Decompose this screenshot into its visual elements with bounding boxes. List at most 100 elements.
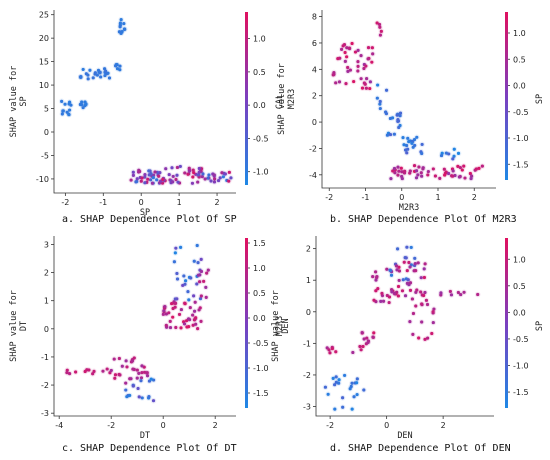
y-tick-label: -3 (41, 409, 49, 418)
y-tick-label: 6 (312, 39, 317, 48)
colorbar-tick-label: 1.0 (513, 255, 526, 264)
data-point (476, 292, 480, 297)
data-point (160, 181, 165, 185)
data-point (422, 293, 426, 298)
data-point (140, 396, 144, 400)
data-point (182, 274, 186, 278)
data-point (419, 290, 423, 294)
data-point (362, 81, 366, 85)
data-point (412, 164, 417, 168)
data-point (161, 177, 165, 181)
data-point (187, 169, 192, 173)
data-point (424, 298, 429, 302)
points-b (330, 20, 486, 182)
data-point (422, 267, 426, 271)
data-point (190, 181, 195, 185)
data-point (452, 154, 456, 158)
data-point (393, 292, 397, 296)
data-point (88, 68, 92, 72)
data-point (414, 304, 418, 308)
data-point (197, 170, 201, 174)
y-tick-label: 1 (306, 276, 311, 285)
data-point (423, 262, 427, 266)
y-tick-label: 2 (312, 92, 317, 101)
x-tick-label: -4 (55, 421, 63, 430)
data-point (337, 80, 342, 84)
data-point (173, 305, 177, 309)
data-point (124, 381, 128, 385)
data-point (197, 166, 201, 171)
data-point (410, 141, 414, 145)
data-point (370, 46, 374, 50)
data-point (81, 106, 85, 110)
data-point (431, 310, 435, 314)
data-point (405, 245, 409, 249)
data-point (361, 344, 365, 349)
data-point (374, 278, 378, 282)
x-tick-label: 1 (177, 198, 182, 207)
x-tick-label: -2 (107, 421, 115, 430)
data-point (442, 167, 446, 171)
data-point (139, 379, 143, 383)
y-tick-label: -10 (36, 175, 49, 184)
data-point (179, 245, 183, 249)
data-point (451, 157, 455, 161)
data-point (409, 245, 413, 250)
data-point (389, 177, 393, 181)
data-point (193, 300, 197, 304)
data-point (451, 169, 455, 173)
data-point (416, 173, 420, 177)
data-point (131, 384, 135, 388)
x-axis-label: DT (140, 431, 150, 441)
axis-lines (53, 236, 236, 417)
data-point (202, 279, 206, 283)
data-point (462, 290, 466, 294)
x-tick-label: 2 (214, 198, 219, 207)
data-point (140, 176, 144, 180)
data-point (463, 176, 467, 180)
colorbar-tick-label: -1.0 (513, 134, 529, 143)
data-point (396, 119, 400, 123)
data-point (174, 246, 178, 250)
colorbar-feature-label: CAL (275, 94, 285, 109)
data-point (140, 364, 144, 368)
data-point (356, 60, 360, 64)
data-point (398, 114, 402, 118)
data-point (380, 291, 384, 296)
data-point (175, 277, 180, 281)
data-point (171, 315, 175, 319)
x-tick-label: 2 (441, 421, 446, 430)
data-point (212, 173, 216, 177)
data-point (198, 280, 202, 284)
data-point (408, 281, 413, 285)
data-point (407, 260, 411, 265)
colorbar (245, 238, 248, 408)
data-point (109, 368, 113, 373)
data-point (199, 269, 204, 274)
data-point (398, 111, 403, 115)
data-point (368, 80, 372, 84)
colorbar-tick-label: 0.5 (253, 289, 266, 298)
data-point (469, 174, 474, 178)
data-point (410, 297, 414, 301)
data-point (199, 294, 203, 298)
data-point (360, 330, 364, 335)
data-point (131, 367, 135, 371)
data-point (431, 167, 435, 171)
x-tick-label: 0 (139, 198, 144, 207)
x-tick-label: -1 (99, 198, 107, 207)
data-point (397, 169, 401, 173)
data-point (406, 136, 410, 140)
data-point (186, 317, 191, 321)
data-point (462, 164, 466, 168)
data-point (139, 376, 144, 380)
data-point (453, 173, 457, 178)
data-point (67, 100, 72, 104)
x-axis-label: M2R3 (399, 203, 419, 213)
data-point (414, 268, 418, 273)
colorbar-tick-label: 0.5 (513, 55, 526, 64)
